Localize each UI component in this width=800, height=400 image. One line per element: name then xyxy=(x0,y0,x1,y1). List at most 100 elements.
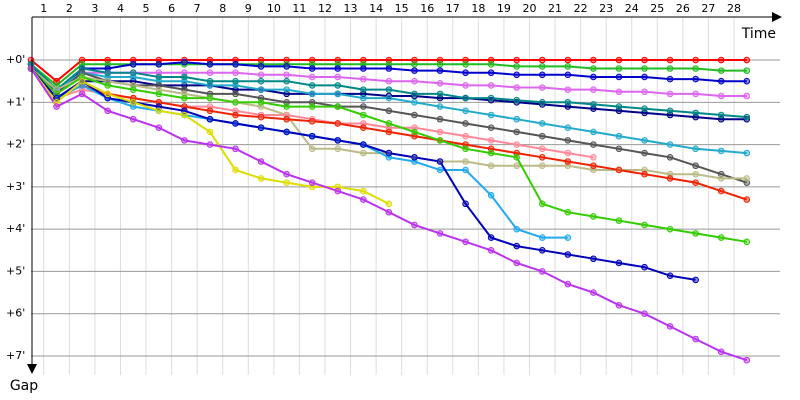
point xyxy=(462,158,469,165)
x-tick-label: 25 xyxy=(650,2,664,15)
point xyxy=(129,60,137,68)
x-tick-label: 22 xyxy=(574,2,588,15)
point xyxy=(334,103,342,110)
point xyxy=(181,94,188,102)
point xyxy=(411,60,418,68)
point xyxy=(590,86,597,93)
point xyxy=(487,111,495,119)
y-tick-label: +6' xyxy=(6,307,25,320)
point xyxy=(436,115,444,123)
point xyxy=(487,234,495,241)
point xyxy=(564,137,572,144)
point xyxy=(360,196,367,203)
point xyxy=(692,65,699,72)
series-line xyxy=(30,67,748,184)
point xyxy=(385,200,393,208)
point xyxy=(436,166,444,174)
point xyxy=(53,103,60,110)
point xyxy=(385,86,393,93)
point xyxy=(232,77,239,85)
point xyxy=(283,71,290,79)
point xyxy=(411,153,418,161)
y-tick-label: +2' xyxy=(6,138,25,151)
point xyxy=(436,137,444,144)
point xyxy=(590,101,597,108)
point xyxy=(462,82,469,89)
point xyxy=(513,115,520,123)
point xyxy=(538,84,546,91)
point xyxy=(129,99,137,106)
point xyxy=(513,225,520,233)
point xyxy=(206,94,214,102)
x-tick-label: 3 xyxy=(91,2,98,15)
point xyxy=(743,92,751,100)
point xyxy=(743,56,751,64)
point xyxy=(692,230,699,237)
point xyxy=(615,301,623,309)
point xyxy=(462,120,469,127)
point xyxy=(385,65,393,72)
point xyxy=(257,63,265,70)
point xyxy=(385,77,393,85)
point xyxy=(257,60,265,68)
point xyxy=(513,259,520,267)
point xyxy=(692,90,699,98)
point xyxy=(538,200,546,208)
point xyxy=(743,238,751,246)
point xyxy=(232,99,239,106)
y-tick-label: +7' xyxy=(6,349,25,362)
x-tick-label: 13 xyxy=(344,2,358,15)
point xyxy=(155,90,163,98)
point xyxy=(487,82,495,89)
point xyxy=(666,107,674,115)
point xyxy=(436,90,444,98)
point xyxy=(411,90,418,98)
point xyxy=(538,234,546,241)
point xyxy=(232,166,239,174)
x-tick-label: 19 xyxy=(497,2,511,15)
point xyxy=(564,99,572,106)
point xyxy=(206,128,214,136)
point xyxy=(641,149,648,157)
point xyxy=(590,255,597,263)
point xyxy=(283,86,290,93)
point xyxy=(717,67,725,74)
point xyxy=(615,259,623,267)
point xyxy=(717,111,725,119)
point xyxy=(104,107,111,115)
series-line xyxy=(30,61,747,96)
point xyxy=(513,242,520,250)
point xyxy=(692,56,699,64)
point xyxy=(283,103,290,110)
point xyxy=(385,120,393,127)
y-tick-label: +3' xyxy=(6,180,25,193)
point xyxy=(717,187,725,195)
plot xyxy=(27,56,751,364)
point xyxy=(360,111,367,119)
point xyxy=(155,107,163,115)
point xyxy=(487,94,495,102)
point xyxy=(232,69,239,77)
point xyxy=(436,79,444,87)
point xyxy=(462,145,469,153)
point xyxy=(283,77,290,85)
x-tick-label: 6 xyxy=(168,2,175,15)
point xyxy=(538,120,546,127)
x-tick-label: 27 xyxy=(701,2,715,15)
point xyxy=(692,75,699,83)
point xyxy=(538,246,546,254)
point xyxy=(360,86,367,93)
point xyxy=(717,77,725,85)
point xyxy=(641,221,648,229)
point xyxy=(308,82,316,89)
point xyxy=(615,217,623,224)
series-line xyxy=(30,63,747,155)
x-tick-label: 21 xyxy=(548,2,562,15)
point xyxy=(666,56,674,64)
point xyxy=(615,145,623,153)
point xyxy=(385,208,393,216)
point xyxy=(181,111,188,119)
point xyxy=(513,84,520,91)
point xyxy=(692,162,699,170)
